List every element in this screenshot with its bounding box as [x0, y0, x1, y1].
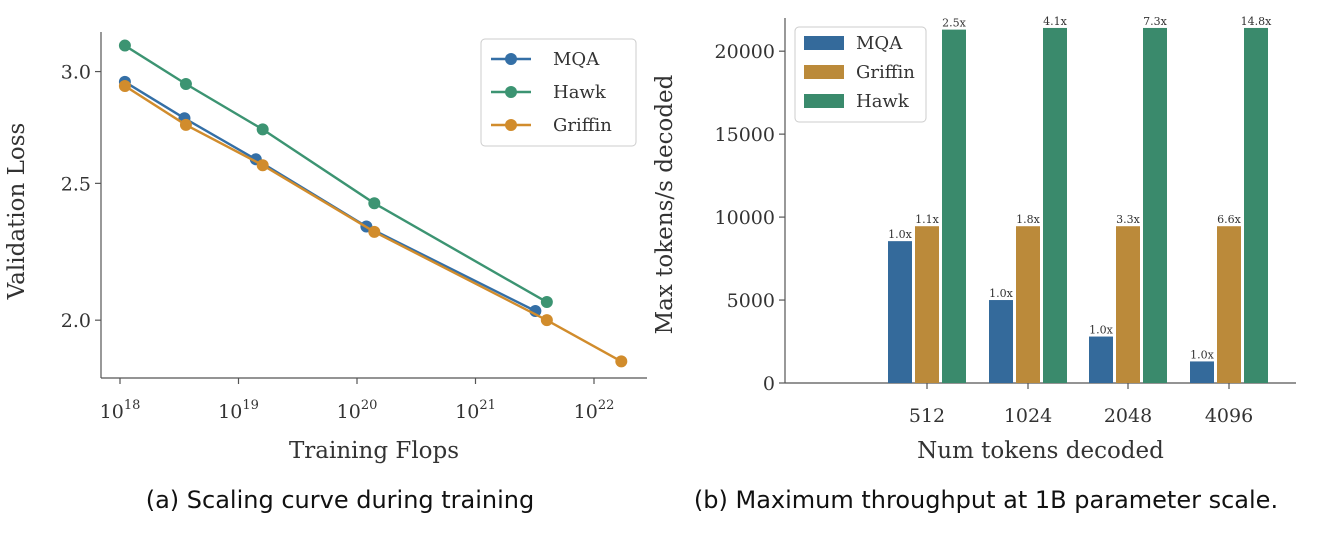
legend-frame: [480, 38, 637, 147]
caption-a: (a) Scaling curve during training: [146, 486, 535, 514]
data-point-griffin: [179, 118, 192, 131]
bar-mqa-4096: [1190, 361, 1214, 383]
legend-label-hawk: Hawk: [553, 82, 607, 103]
bar-hawk-1024: [1043, 27, 1067, 383]
data-label-mqa-1024: 1.0x: [989, 287, 1013, 300]
data-label-griffin-4096: 6.6x: [1217, 213, 1241, 226]
x-tick-label: 1024: [1004, 405, 1052, 427]
y-tick-label: 2.5: [61, 173, 91, 195]
legend-marker-mqa: [505, 53, 517, 65]
bar-griffin-4096: [1217, 226, 1241, 383]
x-tick-label: 1020: [337, 398, 378, 423]
y-tick-label: 5000: [727, 290, 775, 312]
bar-hawk-2048: [1143, 27, 1167, 383]
data-label-griffin-1024: 1.8x: [1016, 213, 1040, 226]
caption-b: (b) Maximum throughput at 1B parameter s…: [694, 486, 1278, 514]
data-point-hawk: [179, 77, 192, 90]
y-tick-label: 20000: [715, 41, 775, 63]
data-label-mqa-2048: 1.0x: [1089, 324, 1113, 337]
legend-swatch-griffin: [804, 65, 844, 79]
x-tick-label: 512: [909, 405, 945, 427]
y-tick-label: 2.0: [61, 310, 91, 332]
legend-swatch-mqa: [804, 36, 844, 50]
bar-griffin-1024: [1016, 226, 1040, 383]
legend-swatch-hawk: [804, 94, 844, 108]
data-point-hawk: [118, 39, 131, 52]
chart-a-scaling-curve: 1018 1019 1020 1021 1022 2.0 2.5 3.0 Training Fl…: [4, 32, 647, 464]
legend: MQA Griffin Hawk: [794, 26, 927, 123]
data-point-hawk: [368, 197, 381, 210]
bar-griffin-512: [915, 226, 939, 383]
legend-marker-griffin: [505, 119, 517, 131]
x-tick-label: 2048: [1104, 405, 1152, 427]
bar-hawk-4096: [1244, 27, 1268, 383]
legend-label-griffin: Griffin: [856, 62, 915, 83]
x-tick-label: 1021: [455, 398, 496, 423]
x-tick-label: 1022: [574, 398, 615, 423]
legend-marker-hawk: [505, 86, 517, 98]
data-label-griffin-512: 1.1x: [915, 213, 939, 226]
x-axis-label: Training Flops: [289, 438, 459, 464]
bar-griffin-2048: [1116, 226, 1140, 383]
legend-label-mqa: MQA: [553, 49, 600, 70]
data-label-hawk-512: 2.5x: [942, 17, 966, 30]
data-point-griffin: [118, 80, 131, 93]
data-label-mqa-4096: 1.0x: [1190, 348, 1214, 361]
x-tick-label: 4096: [1205, 405, 1253, 427]
y-axis-label: Max tokens/s decoded: [652, 74, 678, 334]
legend: MQA Hawk Griffin: [480, 38, 637, 147]
data-point-hawk: [540, 296, 553, 309]
data-label-griffin-2048: 3.3x: [1116, 213, 1140, 226]
bar-hawk-512: [942, 29, 966, 383]
y-tick-label: 15000: [715, 124, 775, 146]
bar-mqa-1024: [989, 300, 1013, 383]
bar-mqa-2048: [1089, 336, 1113, 383]
data-label-hawk-2048: 7.3x: [1143, 15, 1167, 28]
data-point-griffin: [368, 225, 381, 238]
y-tick-label: 10000: [715, 207, 775, 229]
data-point-griffin: [256, 159, 269, 172]
x-tick-label: 1019: [218, 398, 259, 423]
x-axis-label: Num tokens decoded: [917, 438, 1164, 464]
data-point-griffin: [540, 314, 553, 327]
series-line-griffin: [124, 84, 622, 363]
data-label-hawk-1024: 4.1x: [1043, 15, 1067, 28]
legend-label-mqa: MQA: [856, 33, 903, 54]
data-point-griffin: [615, 355, 628, 368]
y-axis-label: Validation Loss: [4, 123, 30, 301]
legend-label-hawk: Hawk: [856, 91, 910, 112]
data-point-hawk: [256, 123, 269, 136]
bar-mqa-512: [888, 241, 912, 383]
x-tick-label: 1018: [100, 398, 141, 423]
y-tick-label: 3.0: [61, 62, 91, 84]
data-label-hawk-4096: 14.8x: [1241, 15, 1272, 28]
legend-label-griffin: Griffin: [553, 115, 612, 136]
data-label-mqa-512: 1.0x: [888, 228, 912, 241]
y-tick-label: 0: [763, 373, 775, 395]
